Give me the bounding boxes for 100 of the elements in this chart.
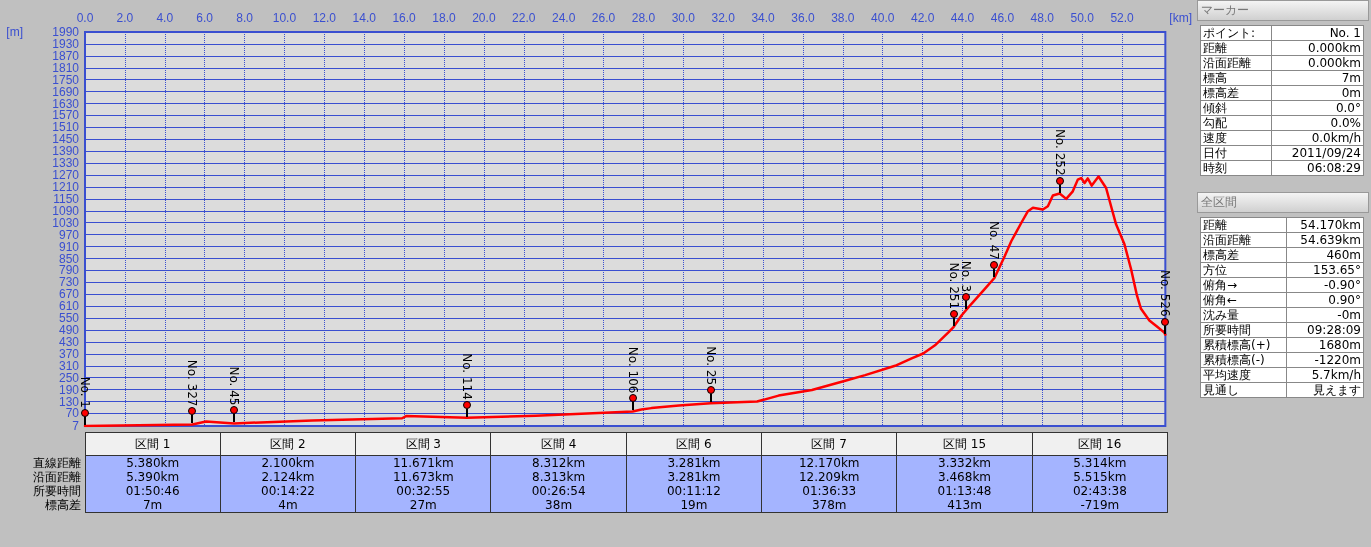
y-tick-label: 1690 — [52, 84, 80, 99]
x-tick-label: 10.0 — [272, 11, 297, 25]
text: 11.673km — [392, 470, 454, 484]
x-tick-label: 44.0 — [950, 11, 975, 25]
y-tick-label: 310 — [58, 358, 80, 373]
text: 5.7km/h — [1286, 367, 1364, 383]
text: 09:28:09 — [1286, 322, 1364, 338]
y-tick-label: 790 — [58, 263, 80, 278]
text: -1220m — [1286, 352, 1364, 368]
text: 27m — [409, 498, 437, 512]
text: 0m — [1271, 85, 1364, 101]
x-tick-label: 36.0 — [791, 11, 815, 25]
y-tick-label: 1570 — [52, 108, 80, 123]
text: 俯角← — [1200, 292, 1286, 308]
y-tick-label: 910 — [58, 239, 80, 254]
text: 00:14:22 — [261, 484, 315, 498]
x-tick-label: 14.0 — [352, 11, 377, 25]
y-tick-label: 610 — [58, 299, 80, 314]
annotation: No. 1 — [78, 376, 92, 408]
y-tick-label: 730 — [58, 275, 80, 290]
text: 累積標高(+) — [1200, 337, 1286, 353]
text: 見通し — [1200, 382, 1286, 398]
text: 平均速度 — [1200, 367, 1286, 383]
text: 見えます — [1286, 382, 1364, 398]
text: 距離 — [1200, 40, 1272, 56]
text: 方位 — [1200, 262, 1286, 278]
text: No. 1 — [1271, 25, 1364, 41]
text: 傾斜 — [1200, 100, 1272, 116]
y-tick-label: 1330 — [52, 156, 80, 171]
category-label: 沿面距離 — [32, 470, 81, 484]
y-tick-label: 850 — [58, 251, 80, 266]
category-label: 直線距離 — [32, 455, 81, 470]
x-tick-label: 50.0 — [1070, 11, 1095, 25]
text: 01:13:48 — [937, 484, 992, 498]
y-tick-label: 670 — [58, 287, 80, 302]
y-tick-label: 550 — [58, 311, 80, 326]
x-tick-label: 20.0 — [472, 11, 496, 25]
text: 8.313km — [532, 470, 586, 484]
y-tick-label: 1870 — [52, 48, 80, 63]
text: 12.209km — [798, 470, 860, 484]
text: 5.380km — [126, 456, 180, 470]
text: 378m — [811, 498, 847, 512]
x-tick-label: 4.0 — [156, 11, 174, 25]
text: 8.312km — [532, 456, 586, 470]
category-label: 区間 4 — [490, 432, 627, 456]
annotation: No. 251 — [946, 262, 961, 310]
annotation: No. 252 — [1052, 128, 1067, 176]
x-tick-label: 12.0 — [312, 11, 337, 25]
x-tick-label: 2.0 — [116, 11, 134, 25]
text: 2011/09/24 — [1271, 145, 1364, 161]
text: 標高差 — [1200, 247, 1286, 263]
text: 日付 — [1200, 145, 1272, 161]
annotation: No. 106 — [625, 346, 640, 394]
y-tick-label: 1030 — [52, 215, 80, 230]
y-tick-label: 1090 — [52, 203, 80, 218]
category-label: 区間 15 — [896, 432, 1033, 456]
y-tick-label: 70 — [65, 406, 80, 421]
x-tick-label: 22.0 — [512, 11, 536, 25]
text: 俯角→ — [1200, 277, 1286, 293]
x-tick-label: 32.0 — [711, 11, 736, 25]
text: 沈み量 — [1200, 307, 1286, 323]
x-tick-label: 34.0 — [751, 11, 776, 25]
text: 3.468km — [938, 470, 992, 484]
text: 沿面距離 — [1200, 55, 1272, 71]
text: 所要時間 — [1200, 322, 1286, 338]
y-tick-label: 1510 — [52, 120, 80, 135]
y-tick-label: 970 — [58, 227, 80, 242]
text: 06:08:29 — [1271, 160, 1364, 176]
text: 153.65° — [1286, 262, 1364, 278]
category-label: 区間 6 — [626, 432, 762, 456]
y-tick-label: 1390 — [52, 144, 80, 159]
text: 00:32:55 — [396, 484, 451, 498]
x-tick-label: 8.0 — [236, 11, 254, 25]
y-tick-label: 1930 — [52, 36, 80, 51]
text: 標高差 — [1200, 85, 1272, 101]
x-tick-label: 30.0 — [671, 11, 696, 25]
text: 時刻 — [1200, 160, 1272, 176]
x-tick-label: 18.0 — [432, 11, 456, 25]
text: 0.000km — [1271, 40, 1364, 56]
y-tick-label: 250 — [58, 370, 80, 385]
text: 距離 — [1200, 217, 1286, 233]
text: 00:11:12 — [666, 484, 721, 498]
text: 01:36:33 — [802, 484, 857, 498]
x-tick-label: 38.0 — [831, 11, 855, 25]
y-tick-label: 1450 — [52, 132, 80, 147]
text: 5.390km — [126, 470, 180, 484]
y-tick-label: 1150 — [53, 191, 80, 206]
annotation: No. 45 — [227, 366, 242, 406]
y-axis-title: [m] — [6, 25, 23, 39]
text: 0.90° — [1286, 292, 1364, 308]
annotation: No. 25 — [703, 346, 718, 386]
x-tick-label: 0.0 — [76, 11, 94, 25]
text: マーカー — [1197, 0, 1369, 21]
x-tick-label: 6.0 — [196, 11, 214, 25]
y-tick-label: 1750 — [52, 72, 80, 87]
x-tick-label: 48.0 — [1030, 11, 1055, 25]
text: 7m — [142, 498, 163, 512]
text: ポイント: — [1200, 25, 1272, 41]
text: 3.281km — [667, 470, 721, 484]
text: 速度 — [1200, 130, 1272, 146]
